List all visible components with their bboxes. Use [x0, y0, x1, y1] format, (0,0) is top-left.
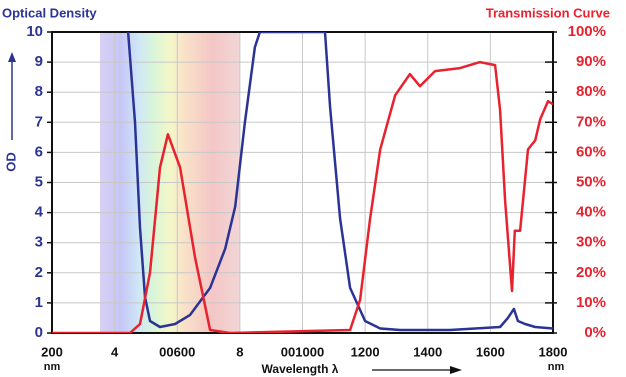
y-tick-label: 5 — [35, 173, 43, 190]
y-tick-label: 6 — [35, 143, 43, 160]
y2-tick-label: 10% — [576, 294, 606, 311]
x-tick-label: 1600 — [476, 344, 505, 359]
left-axis-title: Optical Density — [2, 5, 97, 20]
y-tick-label: 10 — [26, 23, 43, 40]
x-tick-label: 1200 — [351, 344, 380, 359]
y-tick-label: 3 — [35, 234, 43, 251]
y2-tick-label: 0% — [584, 324, 606, 341]
y-tick-label: 7 — [35, 113, 43, 130]
y2-tick-label: 70% — [576, 113, 606, 130]
right-axis-title: Transmission Curve — [486, 5, 610, 20]
y-tick-label: 4 — [35, 204, 44, 221]
y-tick-label: 9 — [35, 53, 43, 70]
x-tick-label: 200 — [41, 344, 63, 359]
plot-area: 200 4 00600 8 001000 1200 1400 1600 1800 0 1 2 3 4 5 6 7… — [26, 23, 606, 359]
x-axis-label: Wavelength λ — [262, 362, 339, 376]
y2-tick-label: 90% — [576, 53, 606, 70]
y2-tick-label: 30% — [576, 234, 606, 251]
series-line — [52, 60, 553, 333]
y-tick-label: 2 — [35, 264, 43, 281]
x-tick-label: 00600 — [159, 344, 195, 359]
y-arrowhead — [8, 52, 16, 62]
x-unit-label: nm — [548, 361, 565, 373]
y-tick-label: 1 — [35, 294, 43, 311]
x-tick-label: 1400 — [413, 344, 442, 359]
y2-tick-label: 40% — [576, 204, 606, 221]
x-unit-label: nm — [44, 361, 61, 373]
y2-tick-label: 80% — [576, 83, 606, 100]
x-tick-label: 8 — [236, 344, 243, 359]
y2-tick-label: 50% — [576, 173, 606, 190]
x-tick-label: 001000 — [281, 344, 324, 359]
x-tick-label: 1800 — [539, 344, 568, 359]
y2-tick-label: 20% — [576, 264, 606, 281]
x-tick-label: 4 — [111, 344, 119, 359]
series-line — [126, 32, 553, 332]
y-axis-label: OD — [3, 152, 18, 172]
y-tick-label: 0 — [35, 324, 43, 341]
x-arrowhead — [450, 366, 462, 374]
y-tick-label: 8 — [35, 83, 43, 100]
y2-tick-label: 100% — [568, 23, 606, 40]
y2-tick-label: 60% — [576, 143, 606, 160]
